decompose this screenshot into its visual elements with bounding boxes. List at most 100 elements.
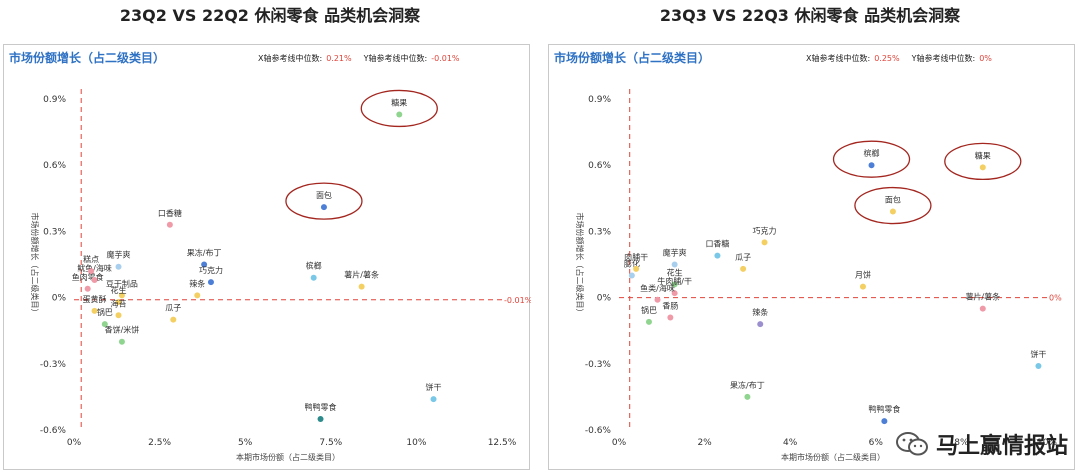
y-tick-label: 0.9% (588, 95, 611, 105)
x-tick-label: 8% (954, 438, 969, 448)
scatter-plot-right: -0.6% -0.3% 0% 0.3% 0.6% 0.9% 0% 2% 4% 6% 8% 10% 本期市… (575, 89, 1062, 462)
data-point (714, 252, 721, 259)
x-tick-label: 2% (697, 438, 712, 448)
y-axis-title: 市场份额增长（占二级类目） (575, 213, 585, 317)
data-point-label: 口香糖 (705, 239, 729, 249)
data-point-label: 糖果 (391, 97, 407, 107)
y-reference-label: -0.01% (504, 296, 531, 305)
y-tick-label: -0.6% (585, 426, 612, 436)
x-tick-label: 5% (238, 438, 253, 448)
panel-subtitle: 市场份额增长（占二级类目） (9, 51, 166, 65)
data-point (654, 296, 661, 303)
data-point (881, 418, 888, 425)
data-point-label: 巧克力 (753, 225, 777, 235)
y-axis-title: 市场份额增长（占二级类目） (30, 213, 40, 317)
data-point (118, 338, 125, 345)
data-point (84, 285, 91, 292)
x-tick-label: 4% (783, 438, 798, 448)
data-point (320, 204, 327, 211)
data-point-label: 膨化 (624, 259, 640, 269)
data-point-label: 糕点 (83, 254, 99, 264)
y-tick-label: 0.9% (43, 95, 66, 105)
data-point-label: 瓜子 (735, 253, 751, 262)
data-point (628, 272, 635, 279)
scatter-panel-left: 市场份额增长（占二级类目） X轴参考线中位数: 0.21% Y轴参考线中位数: -0.… (3, 44, 531, 470)
y-tick-label: -0.6% (40, 426, 67, 436)
data-point (430, 396, 437, 403)
data-point (667, 314, 674, 321)
data-point-label: 魔芋爽 (107, 250, 131, 260)
x-tick-label: 7.5% (319, 438, 342, 448)
data-point-label: 香肠 (662, 300, 678, 310)
data-point (671, 281, 678, 288)
y-ref-value: 0% (979, 54, 992, 63)
data-point (1035, 363, 1042, 370)
data-point-label: 鱼肉零食 (72, 272, 104, 282)
data-point-label: 口香糖 (158, 208, 182, 218)
x-tick-label: 0% (67, 438, 82, 448)
y-reference-label: 0% (1049, 294, 1062, 303)
data-point (645, 318, 652, 325)
y-tick-label: 0.3% (588, 227, 611, 237)
data-point-label: 鸭鸭零食 (868, 404, 900, 414)
x-ref-label: X轴参考线中位数: (806, 54, 871, 63)
data-point-label: 肉脯干 (624, 252, 648, 262)
y-ref-value: -0.01% (431, 54, 460, 63)
data-point (115, 312, 122, 319)
y-tick-label: 0.6% (588, 161, 611, 171)
x-axis-title: 本期市场份额（占二级类目） (781, 452, 885, 462)
x-ref-value: 0.25% (874, 54, 900, 63)
highlight-ellipse (360, 89, 438, 128)
data-point (101, 321, 108, 328)
data-point-label: 鱼类/海味 (640, 283, 675, 293)
data-point-label: 辣条 (752, 307, 768, 317)
data-point (310, 274, 317, 281)
data-point-label: 花生 (111, 285, 127, 295)
data-point-label: 牛肉脯/干 (657, 276, 692, 286)
chart-title-right: 23Q3 VS 22Q3 休闲零食 品类机会洞察 (659, 6, 961, 25)
data-point (979, 164, 986, 171)
scatter-plot-left: -0.6% -0.3% 0% 0.3% 0.6% 0.9% 0% 2.5% 5% 7.5% 10% 1… (30, 89, 531, 462)
data-point (91, 307, 98, 314)
data-point-label: 锅巴 (97, 307, 113, 317)
data-point-label: 魔芋爽 (663, 248, 687, 258)
data-point (207, 279, 214, 286)
data-point-label: 香饼/米饼 (105, 325, 140, 335)
data-point (88, 268, 95, 275)
data-point (118, 292, 125, 299)
data-point (859, 283, 866, 290)
data-point-label: 薯片/薯条 (344, 270, 379, 280)
data-point-label: 面包 (885, 195, 901, 205)
data-point-label: 锅巴 (641, 305, 657, 315)
x-tick-label: 0% (612, 438, 627, 448)
data-point (358, 283, 365, 290)
y-tick-label: -0.3% (585, 360, 612, 370)
highlight-ellipse (854, 186, 932, 225)
data-point (671, 261, 678, 268)
data-point-label: 饼干 (426, 382, 442, 392)
data-point (889, 208, 896, 215)
x-axis-title: 本期市场份额（占二级类目） (236, 452, 340, 462)
y-tick-label: 0% (52, 294, 67, 304)
y-ref-label: Y轴参考线中位数: (363, 54, 428, 63)
data-point-label: 果冻/布丁 (730, 380, 765, 390)
data-point-label: 巧克力 (199, 265, 223, 275)
data-point (115, 263, 122, 270)
data-point-label: 瓜子 (165, 304, 181, 313)
x-ref-label: X轴参考线中位数: (258, 54, 323, 63)
data-point-label: 鱿鱼/海味 (77, 263, 112, 273)
data-point (740, 265, 747, 272)
data-point-label: 槟榔 (864, 148, 880, 158)
data-point (633, 265, 640, 272)
data-point-label: 辣条 (189, 278, 205, 288)
data-point-label: 豆干制品 (106, 278, 138, 288)
data-point (317, 415, 324, 422)
panel-subtitle: 市场份额增长（占二级类目） (554, 51, 711, 65)
data-point (744, 393, 751, 400)
highlight-ellipse (944, 142, 1022, 181)
data-point (979, 305, 986, 312)
data-point-label: 花生 (667, 267, 683, 277)
data-point (761, 239, 768, 246)
reference-info: X轴参考线中位数: 0.25% Y轴参考线中位数: 0% (806, 53, 1004, 64)
data-point (757, 321, 764, 328)
